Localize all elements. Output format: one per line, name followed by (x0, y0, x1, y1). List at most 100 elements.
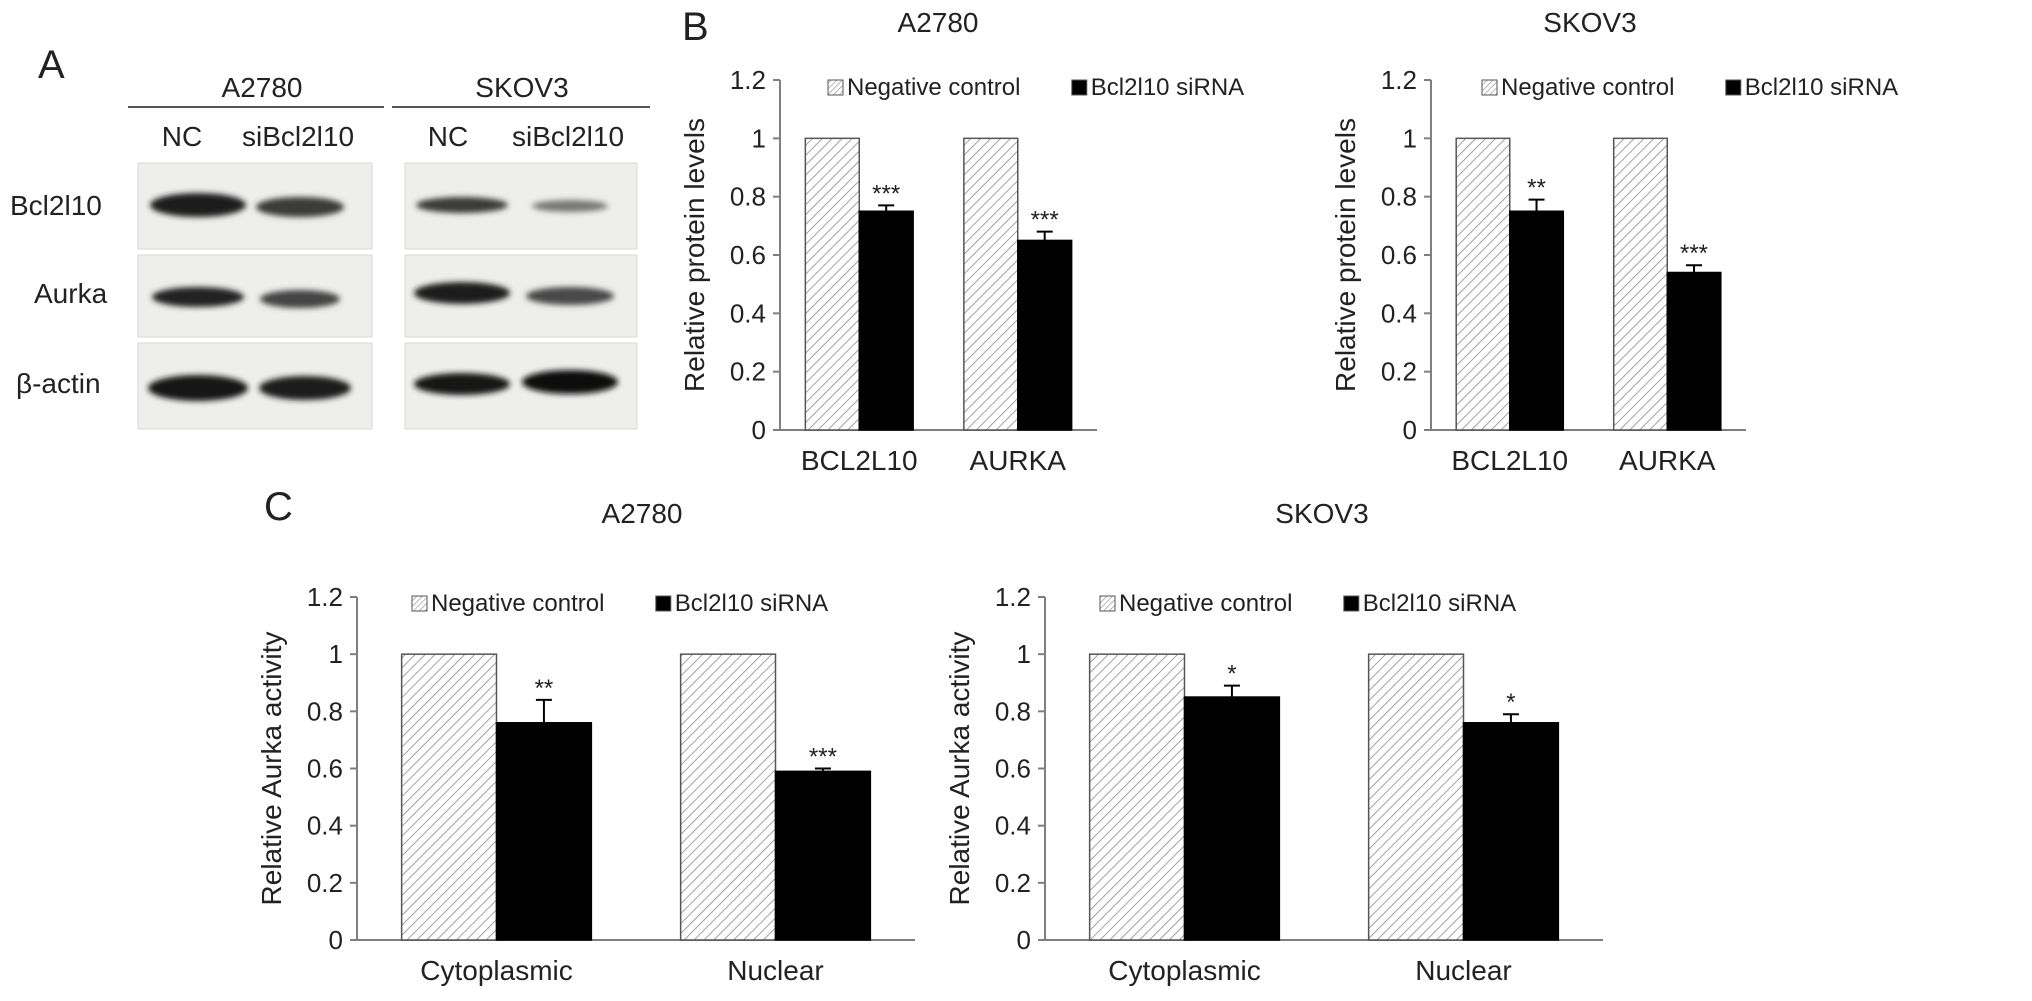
wb-band-aurka-a2780-si (260, 290, 340, 308)
y-tick-label: 0.8 (307, 696, 343, 726)
y-tick-label: 0.6 (995, 754, 1031, 784)
bar-negative-control (400, 653, 498, 941)
y-axis-label: Relative protein levels (1330, 118, 1361, 392)
bar-bcl2l10-sirna (1462, 722, 1560, 941)
chart-b-a2780: A2780 0 0.2 0.4 0.6 0.8 1 1.2 Relative protein l… (679, 7, 1244, 476)
bar-negative-control (1367, 653, 1465, 941)
y-tick-label: 1.2 (307, 582, 343, 612)
y-tick-label: 1 (1017, 639, 1031, 669)
panel-letter-c: C (264, 485, 293, 529)
bar-negative-control (1612, 137, 1668, 431)
legend-label: Negative control (431, 590, 604, 617)
bar-negative-control (804, 137, 860, 431)
legend-label: Bcl2l10 siRNA (675, 590, 828, 617)
wb-band-aurka-a2780-nc (152, 287, 244, 307)
bar-bcl2l10-sirna (1183, 696, 1281, 941)
wb-protein-aurka: Aurka (34, 278, 108, 309)
x-tick-label: AURKA (970, 445, 1067, 476)
y-tick-label: 0.4 (730, 298, 766, 328)
legend-swatch (827, 79, 844, 96)
legend-swatch (1343, 595, 1360, 612)
y-tick-label: 0.4 (1381, 298, 1417, 328)
wb-band-bactin-a2780-nc (148, 375, 248, 401)
legend-swatch (655, 595, 672, 612)
significance-label: *** (1680, 240, 1708, 267)
wb-band-bcl2l10-a2780-si (256, 197, 344, 217)
y-axis-label: Relative Aurka activity (256, 632, 287, 906)
chart-title: SKOV3 (1275, 498, 1368, 529)
bar-negative-control (963, 137, 1019, 431)
wb-protein-bactin: β-actin (16, 368, 101, 399)
y-tick-label: 0 (1403, 415, 1417, 445)
legend-label: Bcl2l10 siRNA (1091, 74, 1244, 101)
wb-lane-si-skov3: siBcl2l10 (512, 121, 624, 152)
significance-label: ** (1527, 175, 1546, 202)
wb-cellline-skov3: SKOV3 (475, 72, 568, 103)
chart-c-skov3: SKOV3 0 0.2 0.4 0.6 0.8 1 1.2 Relative Aurka act… (944, 498, 1603, 986)
wb-band-aurka-skov3-nc (414, 282, 510, 304)
significance-label: ** (535, 675, 554, 702)
y-tick-label: 1.2 (730, 65, 766, 95)
y-tick-label: 0.8 (995, 696, 1031, 726)
chart-b-skov3: SKOV3 0 0.2 0.4 0.6 0.8 1 1.2 Relative protein l… (1330, 7, 1898, 476)
legend-swatch (1071, 79, 1088, 96)
x-tick-label: AURKA (1619, 445, 1716, 476)
panel-letter-a: A (38, 43, 65, 87)
bar-negative-control (1088, 653, 1186, 941)
chart-c-a2780: A2780 0 0.2 0.4 0.6 0.8 1 1.2 Relative Aurka act… (256, 498, 915, 986)
wb-cellline-a2780: A2780 (222, 72, 303, 103)
x-tick-label: Cytoplasmic (1108, 955, 1260, 986)
legend-label: Negative control (847, 74, 1020, 101)
y-tick-label: 0.6 (307, 754, 343, 784)
y-tick-label: 0.4 (995, 811, 1031, 841)
y-tick-label: 0.2 (1381, 357, 1417, 387)
wb-band-bactin-skov3-nc (414, 373, 510, 395)
y-tick-label: 1 (329, 639, 343, 669)
y-axis-label: Relative protein levels (679, 118, 710, 392)
y-tick-label: 1.2 (995, 582, 1031, 612)
wb-protein-bcl2l10: Bcl2l10 (10, 190, 102, 221)
bar-bcl2l10-sirna (495, 722, 593, 941)
panel-letter-b: B (682, 5, 709, 49)
significance-label: * (1506, 689, 1515, 716)
wb-lane-nc-a2780: NC (162, 121, 202, 152)
x-tick-label: BCL2L10 (801, 445, 918, 476)
y-tick-label: 1 (1403, 123, 1417, 153)
y-tick-label: 0.4 (307, 811, 343, 841)
chart-title: A2780 (898, 7, 979, 38)
bar-bcl2l10-sirna (1509, 210, 1565, 431)
legend-swatch (1725, 79, 1742, 96)
legend-swatch (1481, 79, 1498, 96)
y-tick-label: 0.6 (730, 240, 766, 270)
y-tick-label: 0.6 (1381, 240, 1417, 270)
legend-label: Negative control (1501, 74, 1674, 101)
legend-swatch (411, 595, 428, 612)
y-tick-label: 1 (752, 123, 766, 153)
wb-band-aurka-skov3-si (526, 287, 614, 305)
x-tick-label: Nuclear (727, 955, 823, 986)
chart-title: SKOV3 (1543, 7, 1636, 38)
bar-negative-control (679, 653, 777, 941)
y-tick-label: 0.2 (995, 868, 1031, 898)
bar-bcl2l10-sirna (1666, 271, 1722, 431)
chart-title: A2780 (602, 498, 683, 529)
y-tick-label: 1.2 (1381, 65, 1417, 95)
y-axis-label: Relative Aurka activity (944, 632, 975, 906)
bar-bcl2l10-sirna (1017, 239, 1073, 431)
wb-band-bcl2l10-skov3-si (532, 200, 608, 212)
x-tick-label: BCL2L10 (1451, 445, 1568, 476)
significance-label: *** (872, 180, 900, 207)
bar-bcl2l10-sirna (774, 770, 872, 941)
significance-label: *** (809, 744, 837, 771)
wb-band-bcl2l10-a2780-nc (150, 193, 246, 217)
y-tick-label: 0.2 (307, 868, 343, 898)
wb-band-bactin-a2780-si (259, 376, 351, 400)
x-tick-label: Cytoplasmic (420, 955, 572, 986)
bar-bcl2l10-sirna (858, 210, 914, 431)
x-tick-label: Nuclear (1415, 955, 1511, 986)
wb-band-bactin-skov3-si (522, 370, 618, 394)
y-tick-label: 0.8 (1381, 182, 1417, 212)
significance-label: * (1227, 661, 1236, 688)
wb-lane-si-a2780: siBcl2l10 (242, 121, 354, 152)
